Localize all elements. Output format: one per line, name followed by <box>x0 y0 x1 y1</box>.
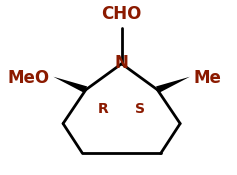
Polygon shape <box>53 77 87 93</box>
Text: CHO: CHO <box>101 5 142 23</box>
Text: S: S <box>135 102 145 116</box>
Polygon shape <box>156 77 190 93</box>
Text: Me: Me <box>193 69 221 87</box>
Text: MeO: MeO <box>8 69 50 87</box>
Text: R: R <box>98 102 109 116</box>
Text: N: N <box>115 54 128 72</box>
